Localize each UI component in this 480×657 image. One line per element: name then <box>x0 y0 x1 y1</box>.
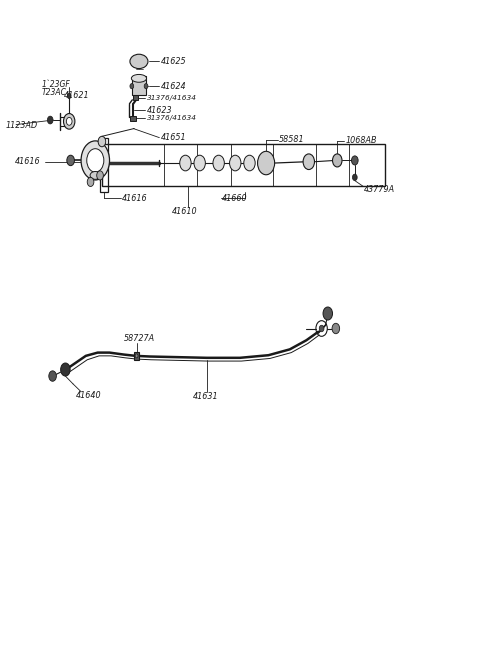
Circle shape <box>49 371 56 381</box>
Circle shape <box>194 155 205 171</box>
Circle shape <box>244 155 255 171</box>
Circle shape <box>213 155 224 171</box>
Text: 41625: 41625 <box>161 57 186 66</box>
Text: 31376/41634: 31376/41634 <box>146 115 196 121</box>
Text: 41624: 41624 <box>161 81 186 91</box>
Circle shape <box>135 354 138 358</box>
Text: 58581: 58581 <box>279 135 304 144</box>
Text: 41640: 41640 <box>76 391 102 400</box>
Text: 41616: 41616 <box>122 194 148 203</box>
Text: 41610: 41610 <box>172 207 198 215</box>
Circle shape <box>180 155 191 171</box>
Text: 41623: 41623 <box>146 106 172 115</box>
Text: 1123AD: 1123AD <box>5 121 37 129</box>
Ellipse shape <box>132 74 146 82</box>
Text: 1068AB: 1068AB <box>345 137 377 145</box>
Text: 41621: 41621 <box>63 91 89 100</box>
Circle shape <box>60 363 70 376</box>
Text: 1`23GF: 1`23GF <box>42 80 71 89</box>
Circle shape <box>81 141 109 180</box>
Circle shape <box>332 323 340 334</box>
Text: 43779A: 43779A <box>364 185 396 194</box>
Circle shape <box>352 174 357 181</box>
Text: 41651: 41651 <box>161 133 186 142</box>
Circle shape <box>63 114 75 129</box>
Circle shape <box>323 307 333 320</box>
Circle shape <box>67 155 74 166</box>
Text: 41616: 41616 <box>14 157 40 166</box>
Circle shape <box>98 136 106 147</box>
Text: 58727A: 58727A <box>124 334 155 344</box>
Circle shape <box>319 325 324 332</box>
Text: 31376/41634: 31376/41634 <box>146 95 196 101</box>
Circle shape <box>87 177 94 187</box>
Circle shape <box>303 154 314 170</box>
Ellipse shape <box>90 171 100 179</box>
Circle shape <box>66 118 72 125</box>
Bar <box>134 352 139 360</box>
Bar <box>133 95 138 100</box>
Circle shape <box>351 156 358 165</box>
Text: T23AC: T23AC <box>42 87 67 97</box>
Circle shape <box>96 171 103 180</box>
Bar <box>100 138 108 192</box>
Bar <box>130 116 136 121</box>
Text: 41631: 41631 <box>192 392 218 401</box>
Ellipse shape <box>130 55 148 68</box>
Circle shape <box>87 148 104 172</box>
Circle shape <box>333 154 342 167</box>
Bar <box>132 76 146 95</box>
Circle shape <box>67 93 71 99</box>
Text: 41660: 41660 <box>222 194 248 203</box>
Circle shape <box>130 83 134 89</box>
Circle shape <box>48 116 53 124</box>
Circle shape <box>258 151 275 175</box>
Circle shape <box>144 83 148 89</box>
Circle shape <box>229 155 241 171</box>
Bar <box>102 144 384 187</box>
